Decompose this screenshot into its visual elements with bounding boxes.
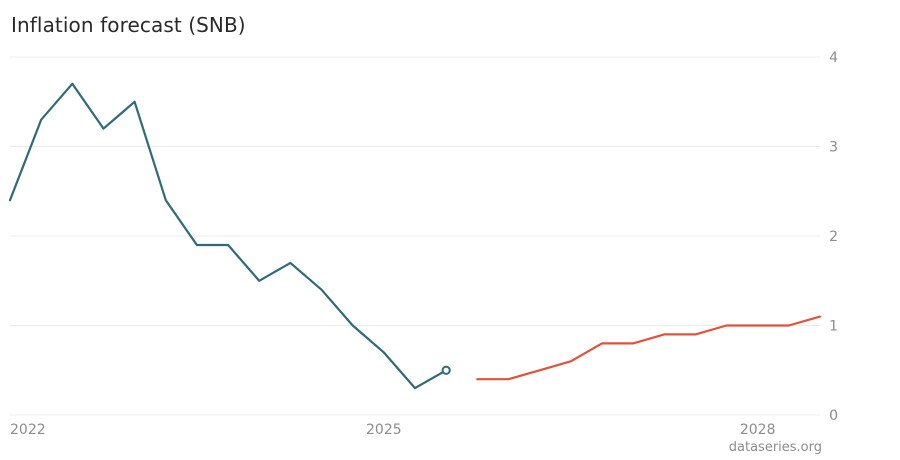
series-layer xyxy=(8,82,822,390)
y-tick-label: 4 xyxy=(829,50,838,66)
x-tick-label: 2028 xyxy=(740,422,776,438)
x-tick-label: 2022 xyxy=(10,422,46,438)
y-tick-label: 1 xyxy=(829,319,838,335)
y-tick-label: 0 xyxy=(829,408,838,424)
series-line-2 xyxy=(476,315,822,381)
chart-title: Inflation forecast (SNB) xyxy=(11,13,246,37)
series-end-marker xyxy=(441,365,451,375)
x-axis: 2022 2025 2028 xyxy=(10,422,776,438)
series-line-1 xyxy=(8,82,448,390)
source-credit: dataseries.org xyxy=(728,440,822,455)
x-tick-label: 2025 xyxy=(366,422,402,438)
y-tick-label: 2 xyxy=(829,229,838,245)
y-tick-label: 3 xyxy=(829,140,838,156)
y-axis: 0 1 2 3 4 xyxy=(829,50,838,424)
grid-layer xyxy=(10,56,820,416)
